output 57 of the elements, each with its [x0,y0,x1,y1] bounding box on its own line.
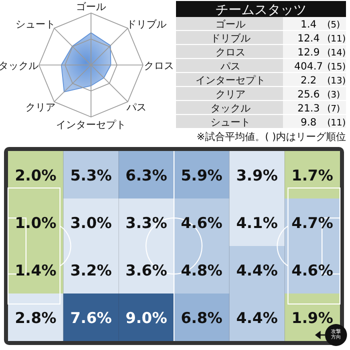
data-label: 4.1% [236,214,278,232]
data-label: (14) [327,48,346,58]
data-label: 3.6% [126,261,168,280]
data-label: (13) [327,76,346,86]
data-label: 6.3% [126,166,168,184]
data-label: 3.3% [126,214,168,232]
category-label: ドリブル [210,32,250,44]
data-label: 1.9% [292,308,334,327]
data-label: 7.6% [70,308,112,327]
data-label: 9.8 [300,118,317,128]
spoke-label: インターセプト [56,118,126,131]
data-label: 12.4 [297,34,320,44]
spoke-label: ドリブル [126,18,167,30]
category-label: クリア [215,90,246,100]
spoke-label: ゴール [76,1,106,14]
data-label: 4.8% [180,261,222,280]
data-label: (7) [327,104,340,114]
data-label: 1.4% [14,261,56,280]
data-label: 4.4% [236,261,278,280]
spoke-label: シュート [15,19,56,30]
data-label: (15) [327,62,346,72]
category-label: インターセプト [195,74,266,86]
data-label: 2.2 [300,76,317,86]
data-label: (3) [327,90,340,100]
data-label: 3.9% [236,166,278,184]
data-label: 6.8% [180,308,222,327]
data-label: 1.7% [292,166,334,184]
data-label: 4.7% [292,214,334,232]
data-label: 2.8% [14,308,56,327]
category-label: パス [219,62,240,72]
category-label: シュート [210,118,250,128]
spoke-label: クロス [144,61,174,72]
data-label: (11) [327,34,346,44]
data-label: 3.0% [70,214,112,232]
data-label: 5.3% [70,166,112,184]
data-label: (5) [327,20,340,30]
data-label: 4.4% [236,308,278,327]
data-label: 4.6% [180,214,222,232]
data-label: 1.0% [14,214,56,232]
data-label: 4.6% [292,261,334,280]
spoke-label: クリア [25,102,56,114]
data-label: (11) [327,118,346,128]
data-label: 2.0% [14,166,56,184]
data-label: 3.2% [70,261,112,280]
category-label: ゴール [215,18,246,30]
spoke-label: パス [126,102,147,114]
data-label: 404.7 [294,62,323,72]
data-label: 5.9% [180,166,222,184]
data-label: 9.0% [126,308,168,327]
category-label: タックル [210,104,250,114]
data-label: 1.4 [300,20,317,30]
data-label: 21.3 [297,104,320,114]
text: ※試合平均値。( )内はリーグ順位 [196,131,346,143]
category-label: クロス [215,48,246,58]
text: チームスタッツ [216,3,306,18]
data-label: 12.9 [297,48,320,58]
data-label: 25.6 [297,90,320,100]
